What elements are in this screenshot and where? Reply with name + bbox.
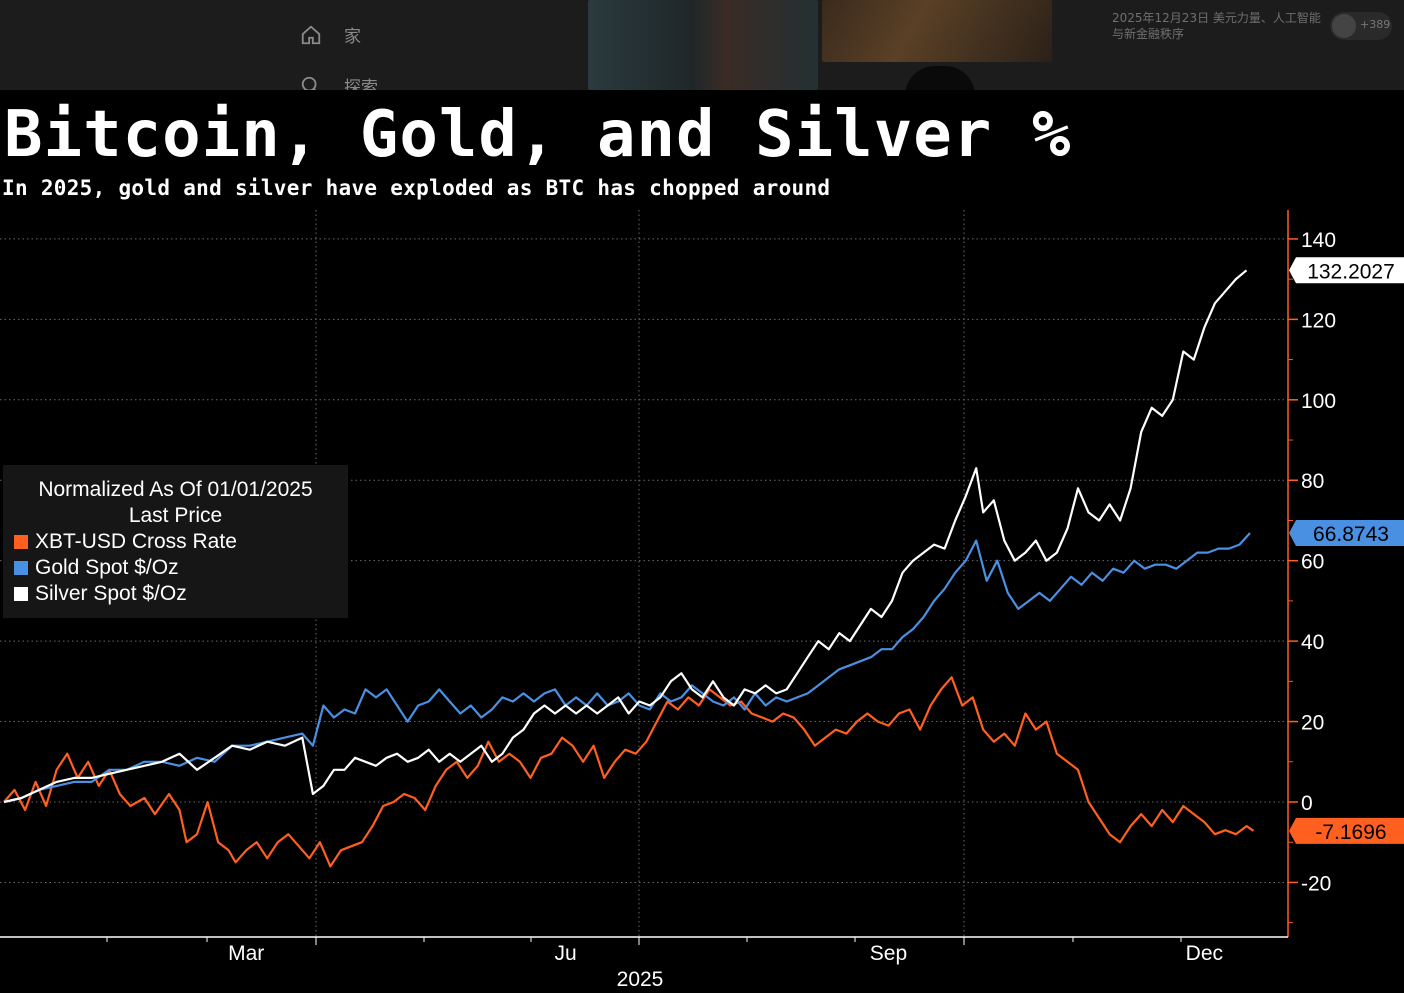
series-line-silver [3, 269, 1248, 804]
last-price-badge [1289, 817, 1404, 844]
last-price-badge [1289, 520, 1404, 547]
last-price-badge [1289, 257, 1404, 284]
x-tick-label: Mar [228, 942, 264, 965]
x-tick-label: Ju [554, 942, 576, 965]
last-price-label: -7.1696 [1315, 821, 1386, 844]
x-tick-label: Dec [1186, 942, 1223, 965]
y-tick-label: 140 [1301, 229, 1336, 252]
y-tick-label: 40 [1301, 631, 1324, 654]
y-tick-label: 100 [1301, 390, 1336, 413]
x-tick-label: Sep [870, 942, 907, 965]
news-headline[interactable]: 2025年12月23日 美元力量、人工智能与新金融秩序 [1112, 11, 1321, 41]
nav-item-home[interactable]: 家 [300, 22, 361, 47]
last-price-label: 66.8743 [1313, 523, 1389, 546]
x-axis-label: 2025 [617, 968, 664, 991]
top-nav-bar: 家 探索 2025年12月23日 美元力量、人工智能与新金融秩序 +389 [0, 0, 1404, 90]
series-line-xbt [3, 676, 1255, 868]
legend-label-xbt: XBT-USD Cross Rate [35, 530, 237, 553]
nav-home-label: 家 [344, 27, 361, 47]
legend-item-xbt: XBT-USD Cross Rate [14, 529, 237, 555]
legend-label-silver: Silver Spot $/Oz [35, 582, 187, 605]
y-tick-label: -20 [1301, 872, 1331, 895]
legend-item-silver: Silver Spot $/Oz [14, 581, 187, 607]
series-line-gold [3, 532, 1251, 804]
chart-legend: Normalized As Of 01/01/2025 Last Price X… [3, 465, 348, 618]
y-tick-label: 0 [1301, 792, 1313, 815]
chart-subtitle: In 2025, gold and silver have exploded a… [2, 176, 831, 200]
legend-swatch-gold [14, 561, 28, 575]
home-icon [301, 25, 321, 44]
news-thumbnail[interactable] [588, 0, 818, 90]
follower-badge[interactable]: +389 [1330, 12, 1392, 40]
y-tick-label: 120 [1301, 309, 1336, 332]
legend-label-gold: Gold Spot $/Oz [35, 556, 179, 579]
legend-subheading: Last Price [128, 504, 223, 527]
legend-swatch-xbt [14, 535, 28, 549]
follower-count: +389 [1360, 18, 1391, 31]
y-tick-label: 60 [1301, 551, 1324, 574]
legend-swatch-silver [14, 587, 28, 601]
nav-item-search[interactable]: 探索 [300, 73, 378, 90]
nav-search-label: 探索 [344, 78, 378, 90]
chart-title: Bitcoin, Gold, and Silver % [4, 98, 1072, 172]
legend-heading: Normalized As Of 01/01/2025 [38, 478, 313, 501]
y-tick-label: 80 [1301, 470, 1324, 493]
news-thumbnail[interactable] [822, 0, 1052, 62]
legend-item-gold: Gold Spot $/Oz [14, 555, 179, 581]
search-icon [301, 76, 317, 90]
avatar [1332, 14, 1356, 38]
last-price-label: 132.2027 [1307, 260, 1395, 283]
y-tick-label: 20 [1301, 712, 1324, 735]
